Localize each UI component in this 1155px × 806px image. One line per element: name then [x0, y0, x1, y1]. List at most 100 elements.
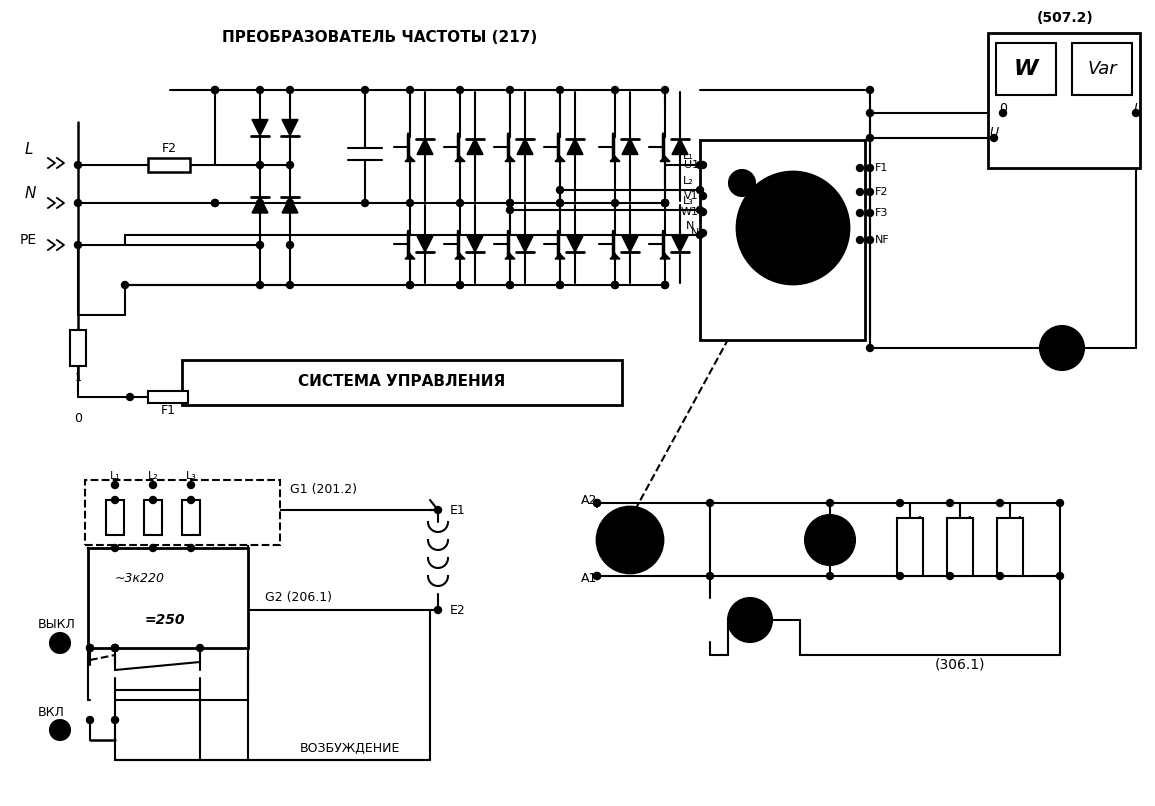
- Circle shape: [866, 164, 873, 172]
- Text: E1: E1: [450, 504, 465, 517]
- Circle shape: [700, 230, 707, 236]
- Circle shape: [187, 496, 194, 504]
- Circle shape: [997, 500, 1004, 506]
- Text: M1: M1: [776, 218, 810, 238]
- Circle shape: [211, 86, 218, 93]
- Bar: [106, 500, 124, 535]
- Text: U: U: [990, 127, 999, 139]
- Circle shape: [557, 281, 564, 289]
- Circle shape: [1040, 326, 1085, 370]
- Circle shape: [286, 200, 293, 206]
- Bar: [1072, 43, 1132, 95]
- Circle shape: [805, 515, 855, 565]
- Text: A: A: [745, 613, 755, 628]
- Text: L₁: L₁: [110, 471, 120, 481]
- Circle shape: [211, 200, 218, 206]
- Polygon shape: [455, 254, 465, 259]
- Text: A2: A2: [581, 493, 597, 506]
- Circle shape: [866, 189, 873, 196]
- Circle shape: [594, 572, 601, 580]
- Circle shape: [75, 161, 82, 168]
- Text: L: L: [25, 143, 33, 157]
- Bar: [85, 480, 280, 545]
- Bar: [947, 518, 973, 576]
- Polygon shape: [660, 254, 670, 259]
- Circle shape: [507, 86, 514, 93]
- Polygon shape: [282, 119, 298, 135]
- Circle shape: [594, 500, 601, 506]
- Circle shape: [1057, 500, 1064, 506]
- Text: 0: 0: [74, 412, 82, 425]
- Circle shape: [507, 200, 514, 206]
- Circle shape: [866, 86, 873, 93]
- Polygon shape: [660, 156, 670, 161]
- Circle shape: [857, 189, 864, 196]
- Circle shape: [112, 496, 119, 504]
- Circle shape: [707, 500, 714, 506]
- Circle shape: [196, 645, 203, 651]
- Polygon shape: [556, 254, 565, 259]
- Circle shape: [187, 545, 194, 551]
- Circle shape: [946, 572, 954, 580]
- Text: ВЫКЛ: ВЫКЛ: [38, 618, 76, 631]
- Circle shape: [557, 200, 564, 206]
- Circle shape: [362, 86, 368, 93]
- Text: (507.2): (507.2): [1037, 11, 1094, 25]
- Text: ВКЛ: ВКЛ: [38, 705, 65, 718]
- Circle shape: [256, 242, 263, 248]
- Circle shape: [700, 209, 707, 215]
- Circle shape: [256, 200, 263, 206]
- Text: =250: =250: [144, 613, 185, 627]
- Polygon shape: [556, 156, 565, 161]
- Polygon shape: [672, 236, 688, 252]
- Circle shape: [755, 190, 830, 266]
- Circle shape: [662, 86, 669, 93]
- Polygon shape: [417, 139, 433, 155]
- Polygon shape: [405, 156, 415, 161]
- Circle shape: [700, 161, 707, 168]
- Polygon shape: [505, 254, 515, 259]
- Circle shape: [707, 572, 714, 580]
- Text: U1: U1: [684, 160, 699, 170]
- Text: 0: 0: [999, 102, 1007, 114]
- Circle shape: [112, 481, 119, 488]
- Polygon shape: [567, 139, 583, 155]
- Text: PE: PE: [20, 233, 37, 247]
- Circle shape: [456, 86, 463, 93]
- Polygon shape: [252, 119, 268, 135]
- Circle shape: [696, 161, 703, 168]
- Text: ВОЗБУЖДЕНИЕ: ВОЗБУЖДЕНИЕ: [300, 742, 401, 754]
- Circle shape: [896, 572, 903, 580]
- Circle shape: [286, 281, 293, 289]
- Circle shape: [256, 86, 263, 93]
- Text: L₂: L₂: [684, 176, 694, 186]
- Text: L₂: L₂: [148, 471, 158, 481]
- Circle shape: [256, 281, 263, 289]
- Circle shape: [662, 281, 669, 289]
- Circle shape: [999, 110, 1006, 117]
- Bar: [70, 330, 85, 366]
- Circle shape: [696, 206, 703, 214]
- Circle shape: [507, 281, 514, 289]
- Circle shape: [407, 281, 413, 289]
- Circle shape: [827, 500, 834, 506]
- Circle shape: [857, 210, 864, 217]
- Bar: [988, 33, 1140, 168]
- Circle shape: [611, 200, 618, 206]
- Circle shape: [597, 507, 663, 573]
- Text: F1: F1: [161, 404, 176, 417]
- Text: V: V: [825, 531, 836, 549]
- Circle shape: [507, 206, 514, 214]
- Polygon shape: [405, 254, 415, 259]
- Circle shape: [75, 242, 82, 248]
- Polygon shape: [623, 236, 638, 252]
- Circle shape: [112, 645, 119, 651]
- Circle shape: [946, 500, 954, 506]
- Circle shape: [696, 186, 703, 193]
- Circle shape: [149, 496, 156, 504]
- Circle shape: [594, 500, 601, 506]
- Text: W1: W1: [681, 207, 699, 217]
- Circle shape: [997, 572, 1004, 580]
- Circle shape: [857, 236, 864, 243]
- Bar: [88, 548, 248, 648]
